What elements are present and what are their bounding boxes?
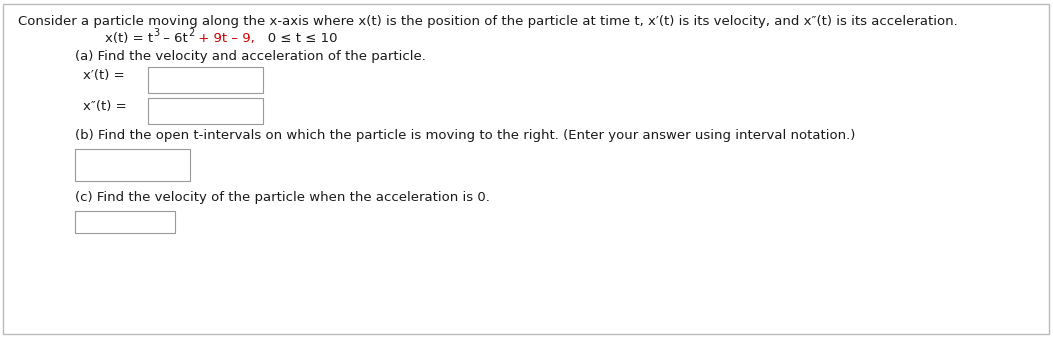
FancyBboxPatch shape [75, 149, 190, 181]
Text: (c) Find the velocity of the particle when the acceleration is 0.: (c) Find the velocity of the particle wh… [75, 191, 490, 204]
Text: x″(t) =: x″(t) = [83, 100, 126, 113]
Text: x(t) = t: x(t) = t [105, 32, 153, 45]
Text: 2: 2 [188, 28, 194, 38]
Text: – 6t: – 6t [159, 32, 188, 45]
Text: x′(t) =: x′(t) = [83, 69, 124, 82]
Text: 3: 3 [153, 28, 159, 38]
FancyBboxPatch shape [148, 67, 263, 93]
FancyBboxPatch shape [148, 98, 263, 124]
Text: (b) Find the open t-intervals on which the particle is moving to the right. (Ent: (b) Find the open t-intervals on which t… [75, 129, 855, 142]
FancyBboxPatch shape [3, 4, 1049, 334]
Text: Consider a particle moving along the x-axis where x(t) is the position of the pa: Consider a particle moving along the x-a… [18, 15, 958, 28]
Text: 0 ≤ t ≤ 10: 0 ≤ t ≤ 10 [255, 32, 338, 45]
Text: + 9t – 9,: + 9t – 9, [194, 32, 255, 45]
Text: (a) Find the velocity and acceleration of the particle.: (a) Find the velocity and acceleration o… [75, 50, 425, 63]
FancyBboxPatch shape [75, 211, 175, 233]
